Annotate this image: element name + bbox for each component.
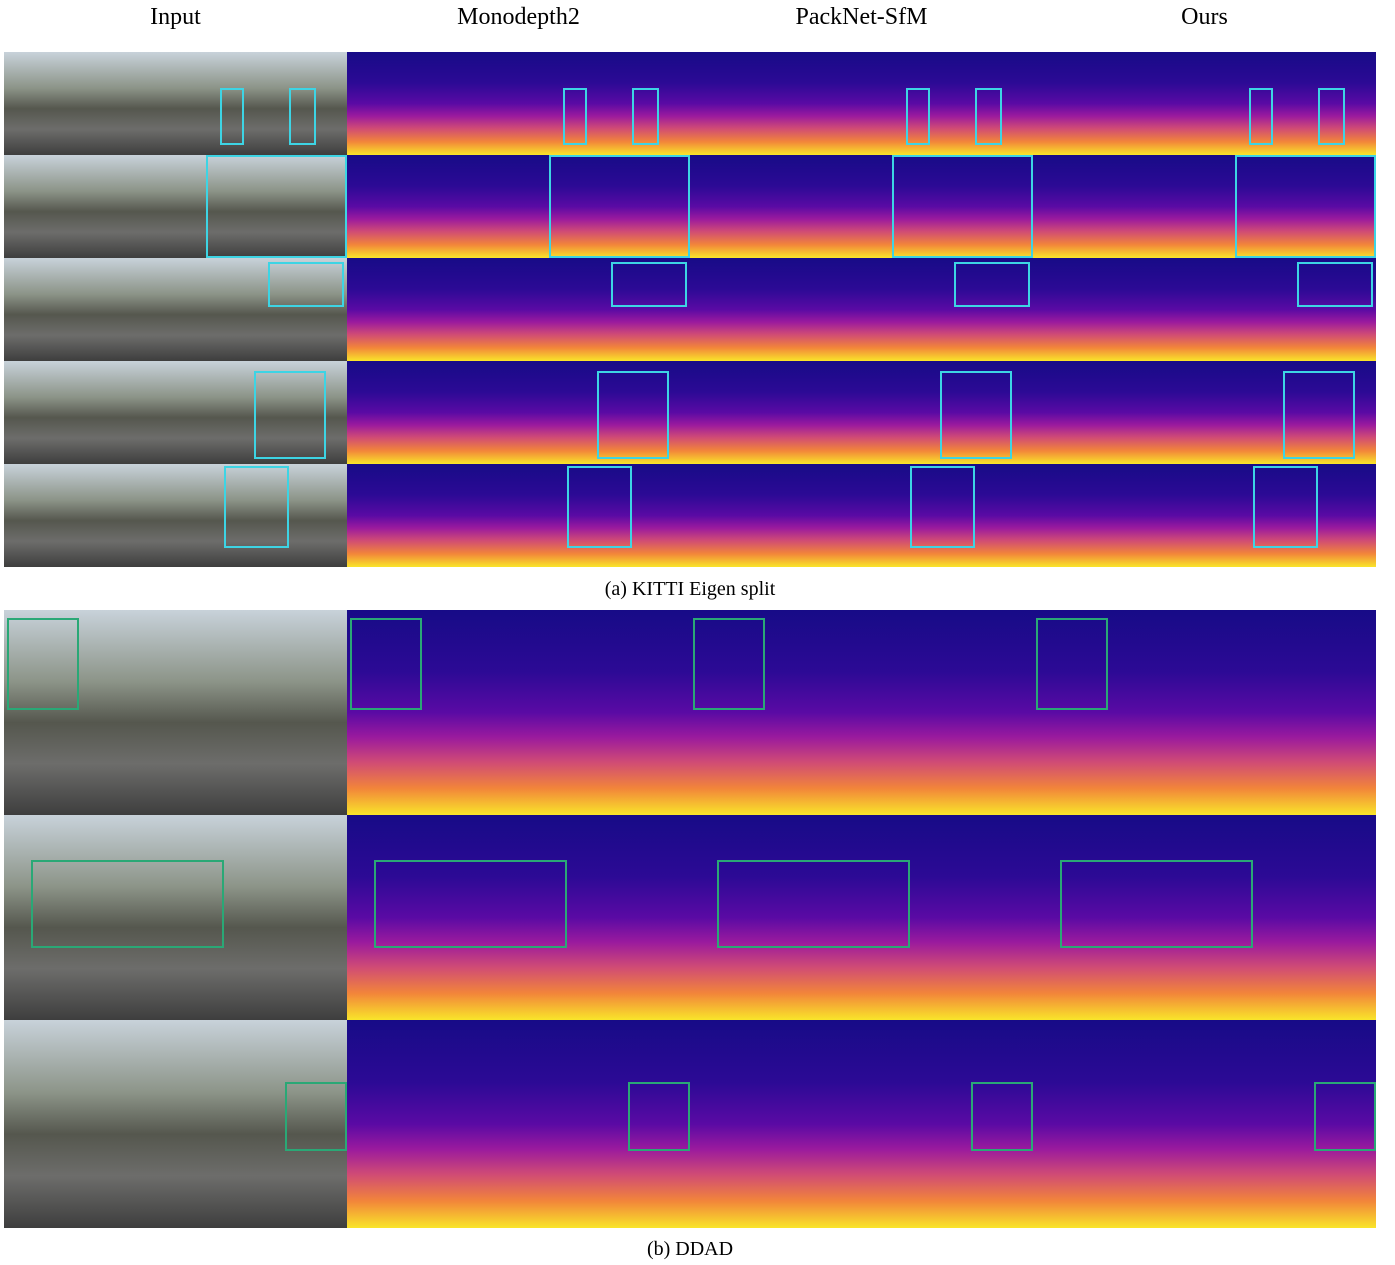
depth-map bbox=[347, 361, 690, 464]
highlight-box bbox=[971, 1082, 1033, 1151]
highlight-box bbox=[954, 262, 1029, 307]
depth-map bbox=[690, 258, 1033, 361]
depth-map bbox=[1033, 464, 1376, 567]
highlight-box bbox=[717, 860, 909, 948]
highlight-box bbox=[549, 155, 690, 258]
input-image bbox=[4, 155, 347, 258]
highlight-box bbox=[693, 618, 765, 710]
highlight-box bbox=[1036, 618, 1108, 710]
depth-map bbox=[347, 464, 690, 567]
depth-map bbox=[690, 610, 1033, 815]
depth-map bbox=[1033, 258, 1376, 361]
depth-map bbox=[690, 464, 1033, 567]
highlight-box bbox=[254, 371, 326, 459]
figure: InputMonodepth2PackNet-SfMOurs (a) KITTI … bbox=[0, 0, 1395, 1265]
depth-map bbox=[347, 155, 690, 258]
caption: (a) KITTI Eigen split bbox=[0, 578, 1380, 601]
highlight-box bbox=[206, 155, 347, 258]
input-image bbox=[4, 52, 347, 155]
depth-map bbox=[1033, 155, 1376, 258]
highlight-box bbox=[285, 1082, 347, 1151]
depth-map bbox=[347, 1020, 690, 1228]
depth-map bbox=[347, 610, 690, 815]
highlight-box bbox=[1249, 88, 1273, 145]
depth-map bbox=[690, 155, 1033, 258]
highlight-box bbox=[632, 88, 659, 145]
highlight-box bbox=[1314, 1082, 1376, 1151]
depth-map bbox=[1033, 52, 1376, 155]
highlight-box bbox=[268, 262, 343, 307]
highlight-box bbox=[7, 618, 79, 710]
highlight-box bbox=[1283, 371, 1355, 459]
highlight-box bbox=[1297, 262, 1372, 307]
depth-map bbox=[347, 52, 690, 155]
column-header: Monodepth2 bbox=[347, 4, 690, 31]
depth-map bbox=[690, 52, 1033, 155]
highlight-box bbox=[597, 371, 669, 459]
highlight-box bbox=[910, 466, 975, 548]
caption: (b) DDAD bbox=[0, 1238, 1380, 1261]
highlight-box bbox=[289, 88, 316, 145]
depth-map bbox=[690, 1020, 1033, 1228]
highlight-box bbox=[892, 155, 1033, 258]
highlight-box bbox=[940, 371, 1012, 459]
highlight-box bbox=[975, 88, 1002, 145]
highlight-box bbox=[1060, 860, 1252, 948]
depth-map bbox=[1033, 1020, 1376, 1228]
highlight-box bbox=[1253, 466, 1318, 548]
highlight-box bbox=[220, 88, 244, 145]
depth-map bbox=[1033, 610, 1376, 815]
highlight-box bbox=[1235, 155, 1376, 258]
highlight-box bbox=[1318, 88, 1345, 145]
input-image bbox=[4, 361, 347, 464]
highlight-box bbox=[611, 262, 686, 307]
input-image bbox=[4, 464, 347, 567]
column-header: PackNet-SfM bbox=[690, 4, 1033, 31]
highlight-box bbox=[563, 88, 587, 145]
depth-map bbox=[690, 815, 1033, 1020]
depth-map bbox=[1033, 361, 1376, 464]
column-header: Ours bbox=[1033, 4, 1376, 31]
input-image bbox=[4, 258, 347, 361]
highlight-box bbox=[906, 88, 930, 145]
depth-map bbox=[1033, 815, 1376, 1020]
depth-map bbox=[347, 258, 690, 361]
column-header: Input bbox=[4, 4, 347, 31]
input-image bbox=[4, 815, 347, 1020]
highlight-box bbox=[628, 1082, 690, 1151]
depth-map bbox=[347, 815, 690, 1020]
highlight-box bbox=[567, 466, 632, 548]
input-image bbox=[4, 610, 347, 815]
highlight-box bbox=[224, 466, 289, 548]
highlight-box bbox=[350, 618, 422, 710]
highlight-box bbox=[31, 860, 223, 948]
depth-map bbox=[690, 361, 1033, 464]
highlight-box bbox=[374, 860, 566, 948]
input-image bbox=[4, 1020, 347, 1228]
